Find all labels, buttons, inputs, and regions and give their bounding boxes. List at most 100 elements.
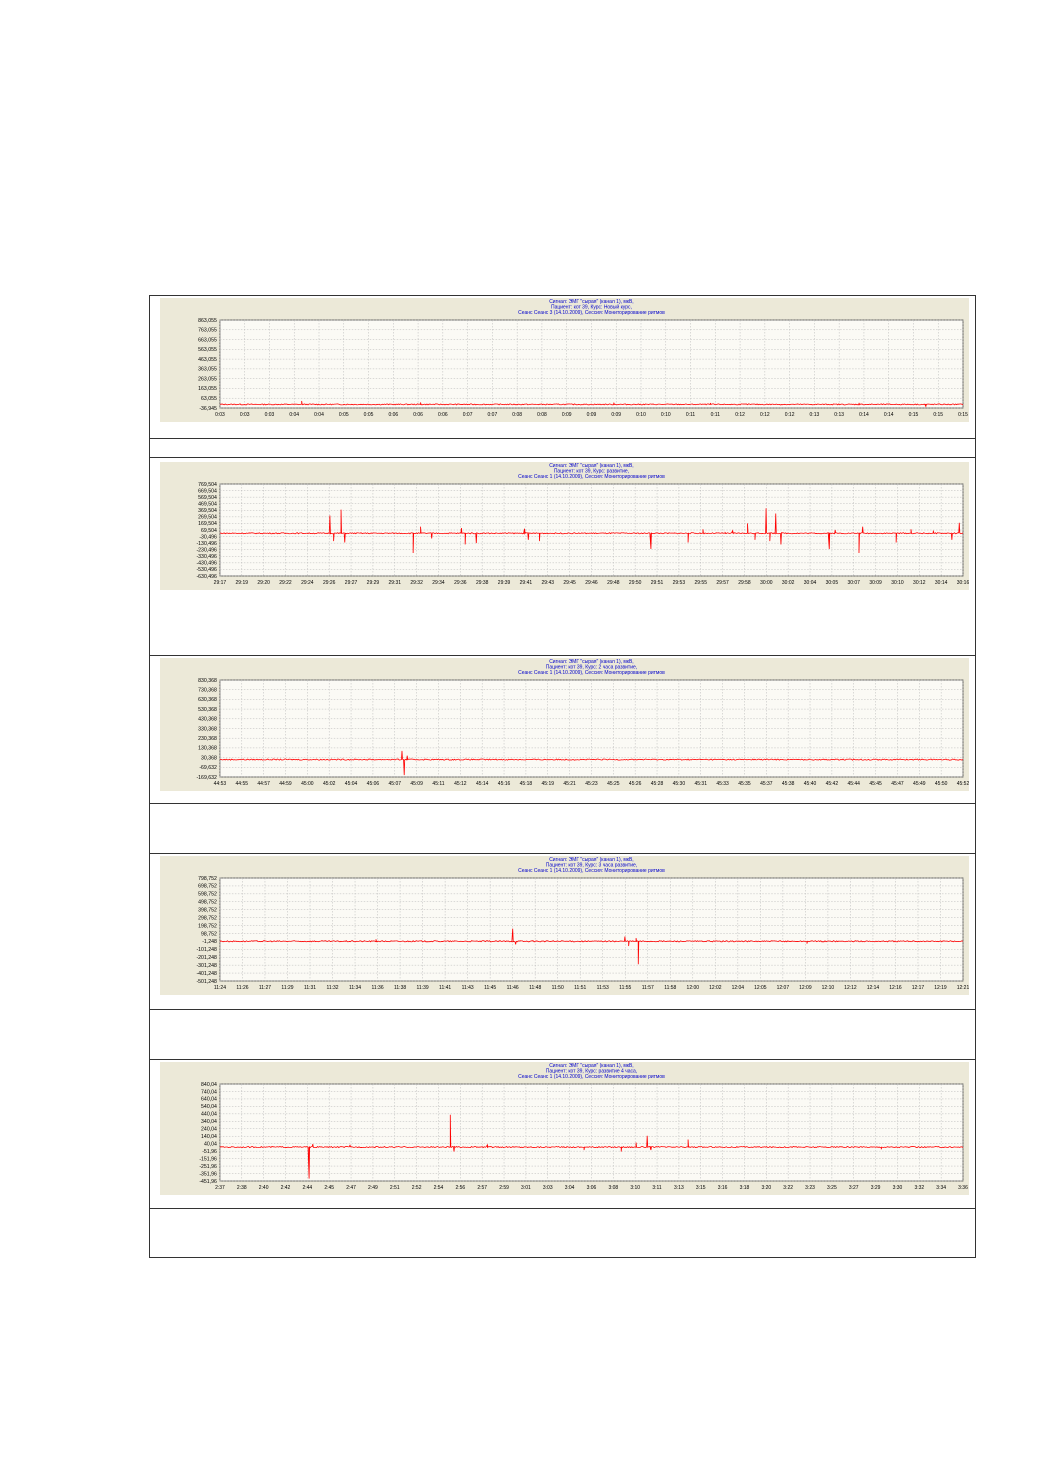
x-tick-label: 30:05 bbox=[826, 580, 839, 586]
x-tick-label: 12:02 bbox=[709, 985, 722, 991]
emg-chart-3: Сигнал: ЭМГ "сырая" (канал 1), мкВ, Пацие… bbox=[160, 658, 969, 791]
x-tick-label: 29:39 bbox=[498, 580, 511, 586]
chart-subtitle: Пациент: кот 39, Курс: развитие, bbox=[554, 468, 629, 474]
y-tick-label: 540,04 bbox=[201, 1104, 217, 1110]
x-tick-label: 12:05 bbox=[754, 985, 767, 991]
x-tick-label: 2:42 bbox=[281, 1185, 291, 1191]
x-tick-label: 45:12 bbox=[454, 781, 467, 787]
x-tick-label: 45:38 bbox=[782, 781, 795, 787]
x-tick-label: 3:16 bbox=[718, 1185, 728, 1191]
x-tick-label: 3:08 bbox=[608, 1185, 618, 1191]
x-tick-label: 3:03 bbox=[543, 1185, 553, 1191]
y-tick-label: -101,248 bbox=[196, 947, 217, 953]
x-tick-label: 0:09 bbox=[611, 412, 621, 418]
x-tick-label: 3:23 bbox=[805, 1185, 815, 1191]
figure-table: Сигнал: ЭМГ "сырая" (канал 1), мкВ, Пацие… bbox=[149, 295, 976, 1258]
x-tick-label: 3:13 bbox=[674, 1185, 684, 1191]
y-tick-label: 169,504 bbox=[198, 521, 217, 527]
x-tick-label: 12:21 bbox=[957, 985, 969, 991]
x-tick-label: 0:15 bbox=[933, 412, 943, 418]
chart-subtitle: Сеанс Сеанс 1 (14.10.2009), Сессия: Мони… bbox=[518, 670, 665, 676]
x-tick-label: 0:13 bbox=[834, 412, 844, 418]
x-tick-label: 45:47 bbox=[891, 781, 904, 787]
x-tick-label: 29:55 bbox=[695, 580, 708, 586]
chart-subtitle: Пациент: кот 39, Курс: 2 часа развитие, bbox=[546, 664, 637, 670]
x-tick-label: 29:51 bbox=[651, 580, 664, 586]
x-tick-label: 12:10 bbox=[822, 985, 835, 991]
table-row-spacer bbox=[150, 804, 975, 854]
x-tick-label: 45:23 bbox=[585, 781, 598, 787]
x-tick-label: 29:48 bbox=[607, 580, 620, 586]
y-tick-label: 340,04 bbox=[201, 1119, 217, 1125]
y-tick-label: 769,504 bbox=[198, 482, 217, 488]
y-tick-label: 263,055 bbox=[198, 376, 217, 382]
x-tick-label: 29:29 bbox=[367, 580, 380, 586]
x-tick-label: 0:06 bbox=[413, 412, 423, 418]
x-tick-label: 29:50 bbox=[629, 580, 642, 586]
x-tick-label: 45:04 bbox=[345, 781, 358, 787]
x-tick-label: 0:09 bbox=[587, 412, 597, 418]
x-tick-label: 30:04 bbox=[804, 580, 817, 586]
x-tick-label: 45:52 bbox=[957, 781, 969, 787]
x-tick-label: 12:04 bbox=[732, 985, 745, 991]
x-tick-label: 45:11 bbox=[432, 781, 444, 787]
x-tick-label: 29:41 bbox=[520, 580, 533, 586]
x-tick-label: 30:12 bbox=[913, 580, 926, 586]
emg-chart-2: Сигнал: ЭМГ "сырая" (канал 1), мкВ, Пацие… bbox=[160, 462, 969, 590]
x-tick-label: 3:22 bbox=[783, 1185, 793, 1191]
emg-chart-5: Сигнал: ЭМГ "сырая" (канал 1), мкВ, Пацие… bbox=[160, 1062, 969, 1195]
x-tick-label: 45:50 bbox=[935, 781, 948, 787]
y-tick-label: 69,504 bbox=[201, 528, 217, 534]
x-tick-label: 45:45 bbox=[869, 781, 882, 787]
x-tick-label: 3:10 bbox=[630, 1185, 640, 1191]
y-tick-label: -451,96 bbox=[199, 1179, 217, 1185]
x-tick-label: 0:03 bbox=[215, 412, 225, 418]
y-tick-label: 40,04 bbox=[204, 1141, 217, 1147]
y-tick-label: 440,04 bbox=[201, 1112, 217, 1118]
x-tick-label: 30:10 bbox=[891, 580, 904, 586]
x-tick-label: 3:32 bbox=[914, 1185, 924, 1191]
y-tick-label: -151,96 bbox=[199, 1156, 217, 1162]
y-tick-label: -169,632 bbox=[196, 775, 217, 781]
y-tick-label: 740,04 bbox=[201, 1089, 217, 1095]
x-tick-label: 12:09 bbox=[799, 985, 812, 991]
x-tick-label: 45:42 bbox=[826, 781, 839, 787]
y-tick-label: -401,248 bbox=[196, 971, 217, 977]
x-tick-label: 45:31 bbox=[695, 781, 708, 787]
caption-cell bbox=[150, 421, 975, 438]
x-tick-label: 44:59 bbox=[279, 781, 292, 787]
x-tick-label: 29:36 bbox=[454, 580, 467, 586]
table-row-spacer bbox=[150, 1010, 975, 1060]
x-tick-label: 0:10 bbox=[636, 412, 646, 418]
x-tick-label: 0:03 bbox=[240, 412, 250, 418]
x-tick-label: 45:09 bbox=[410, 781, 423, 787]
y-tick-label: -69,632 bbox=[199, 765, 217, 771]
x-tick-label: 3:06 bbox=[587, 1185, 597, 1191]
y-tick-label: -251,96 bbox=[199, 1164, 217, 1170]
x-tick-label: 0:13 bbox=[810, 412, 820, 418]
signal-line bbox=[219, 928, 964, 965]
x-tick-label: 29:53 bbox=[673, 580, 686, 586]
y-tick-label: 98,752 bbox=[201, 931, 217, 937]
x-tick-label: 11:58 bbox=[664, 985, 676, 991]
y-tick-label: -51,96 bbox=[202, 1149, 217, 1155]
plot-area bbox=[219, 877, 964, 982]
x-tick-label: 45:00 bbox=[301, 781, 314, 787]
x-tick-label: 45:40 bbox=[804, 781, 817, 787]
y-tick-label: 130,368 bbox=[198, 746, 217, 752]
x-tick-label: 2:57 bbox=[477, 1185, 487, 1191]
x-tick-label: 45:35 bbox=[738, 781, 751, 787]
y-tick-label: 598,752 bbox=[198, 892, 217, 898]
x-tick-label: 44:55 bbox=[236, 781, 249, 787]
x-tick-label: 2:45 bbox=[324, 1185, 334, 1191]
y-tick-label: -530,496 bbox=[196, 567, 217, 573]
y-tick-label: -630,496 bbox=[196, 574, 217, 580]
x-tick-label: 11:46 bbox=[507, 985, 519, 991]
x-tick-label: 12:16 bbox=[889, 985, 902, 991]
x-tick-label: 0:12 bbox=[735, 412, 745, 418]
y-tick-label: -301,248 bbox=[196, 963, 217, 969]
x-tick-label: 11:34 bbox=[349, 985, 361, 991]
x-tick-label: 11:27 bbox=[259, 985, 271, 991]
x-tick-label: 0:12 bbox=[760, 412, 770, 418]
x-tick-label: 11:43 bbox=[462, 985, 474, 991]
